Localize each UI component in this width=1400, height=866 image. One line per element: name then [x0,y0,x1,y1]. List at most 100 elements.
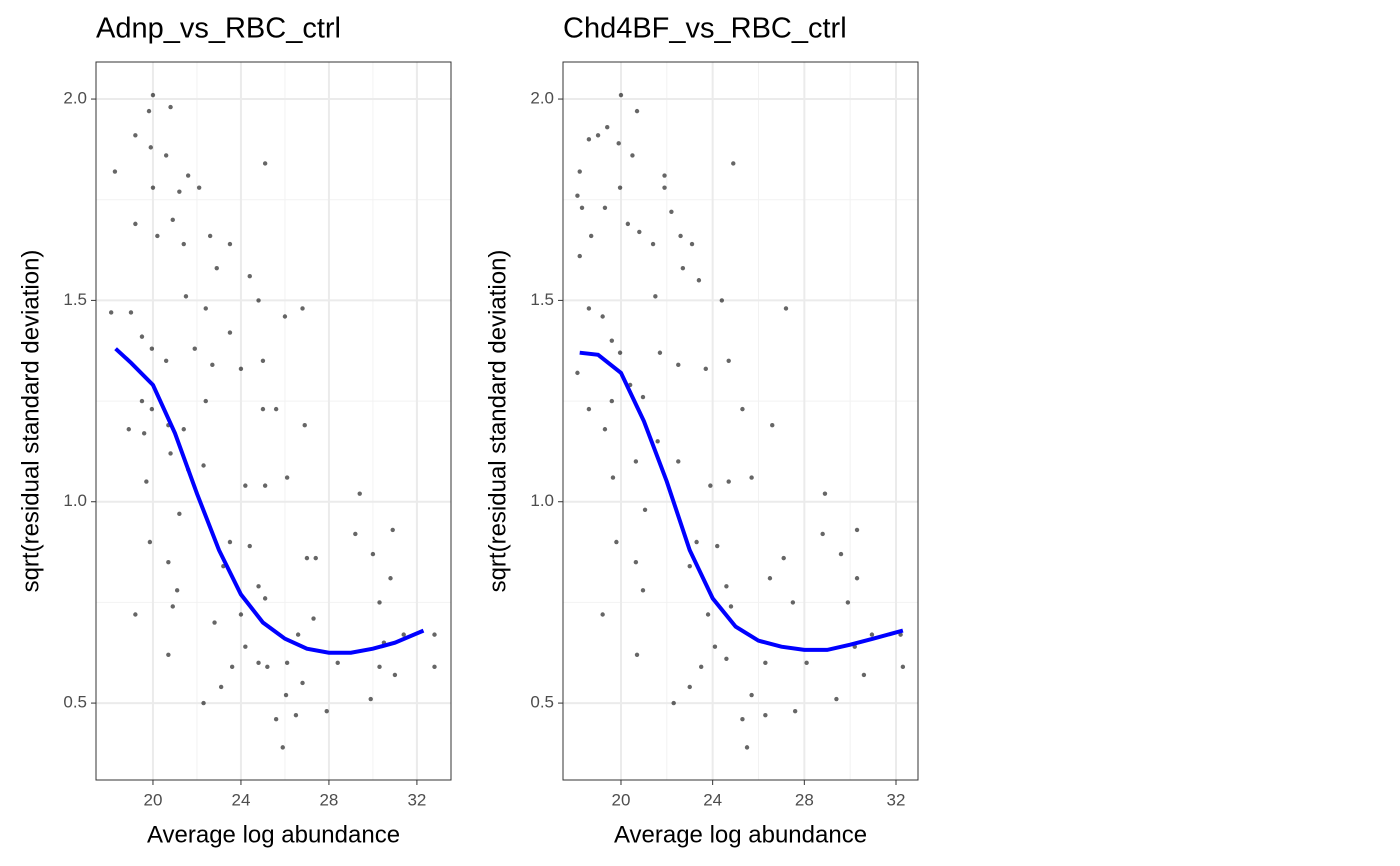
point [602,427,608,432]
point [689,241,695,247]
point [377,664,382,670]
point [163,153,169,158]
point [600,612,605,617]
point [650,241,656,247]
point [586,306,592,311]
point [575,370,580,376]
point [820,531,825,537]
trend-line [114,347,425,655]
point [155,233,160,239]
point [149,406,155,412]
y-axis-label: sqrt(residual standard deviation) [484,250,511,593]
point [575,193,580,198]
point [609,338,615,343]
point [676,459,681,464]
point [708,483,713,488]
point [763,712,768,718]
y-tick-label: 1.0 [530,491,554,510]
point [712,644,718,649]
point [822,491,828,496]
point [579,205,585,210]
point [168,104,173,110]
point [293,712,299,718]
panel-border [95,61,452,781]
point [642,507,648,512]
point [749,475,754,480]
point [174,588,180,593]
point [150,185,156,190]
point [740,406,745,412]
point [694,539,699,545]
point [653,294,658,299]
point [170,604,175,609]
point [181,241,186,247]
point [149,346,155,351]
point [783,306,789,311]
point [744,745,750,750]
point [719,298,725,303]
point [602,205,608,210]
point [247,274,252,279]
point [295,632,301,637]
point [640,394,646,400]
point [139,398,145,404]
point [900,664,906,670]
point [243,644,248,649]
point [335,660,340,666]
point [196,185,202,190]
point [262,483,268,488]
point [577,169,582,174]
point [238,366,244,372]
y-tick-label: 2.0 [63,89,87,108]
point [262,596,268,601]
point [168,451,173,456]
point [763,660,768,666]
point [313,555,318,561]
point [618,92,624,98]
point [655,439,660,444]
point [614,539,619,545]
point [726,479,731,484]
point [284,660,290,666]
point [715,543,720,549]
point [595,133,601,138]
point [214,265,219,271]
point [201,463,206,468]
point [273,716,279,722]
point [662,173,667,178]
point [324,708,329,714]
point [370,551,376,557]
point [586,137,592,142]
point [834,696,839,702]
point [687,563,692,569]
point [273,406,279,412]
trend-line [579,350,904,652]
point [229,664,235,670]
point [283,692,289,698]
point [201,700,206,706]
point [600,314,605,319]
point [671,700,676,706]
point [311,616,316,621]
point [141,431,147,436]
point [633,459,639,464]
point [177,189,182,194]
point [163,358,169,363]
point [728,604,734,609]
point [227,539,233,545]
y-tick-label: 0.5 [530,693,554,712]
point [388,576,393,581]
point [300,680,305,686]
point [280,745,285,750]
point [147,539,153,545]
point [669,209,674,215]
point [625,221,631,227]
point [181,427,186,432]
point [133,612,138,617]
point [148,145,153,150]
y-tick-label: 1.5 [530,290,554,309]
point [676,362,681,368]
point [238,612,244,617]
point [586,406,592,412]
